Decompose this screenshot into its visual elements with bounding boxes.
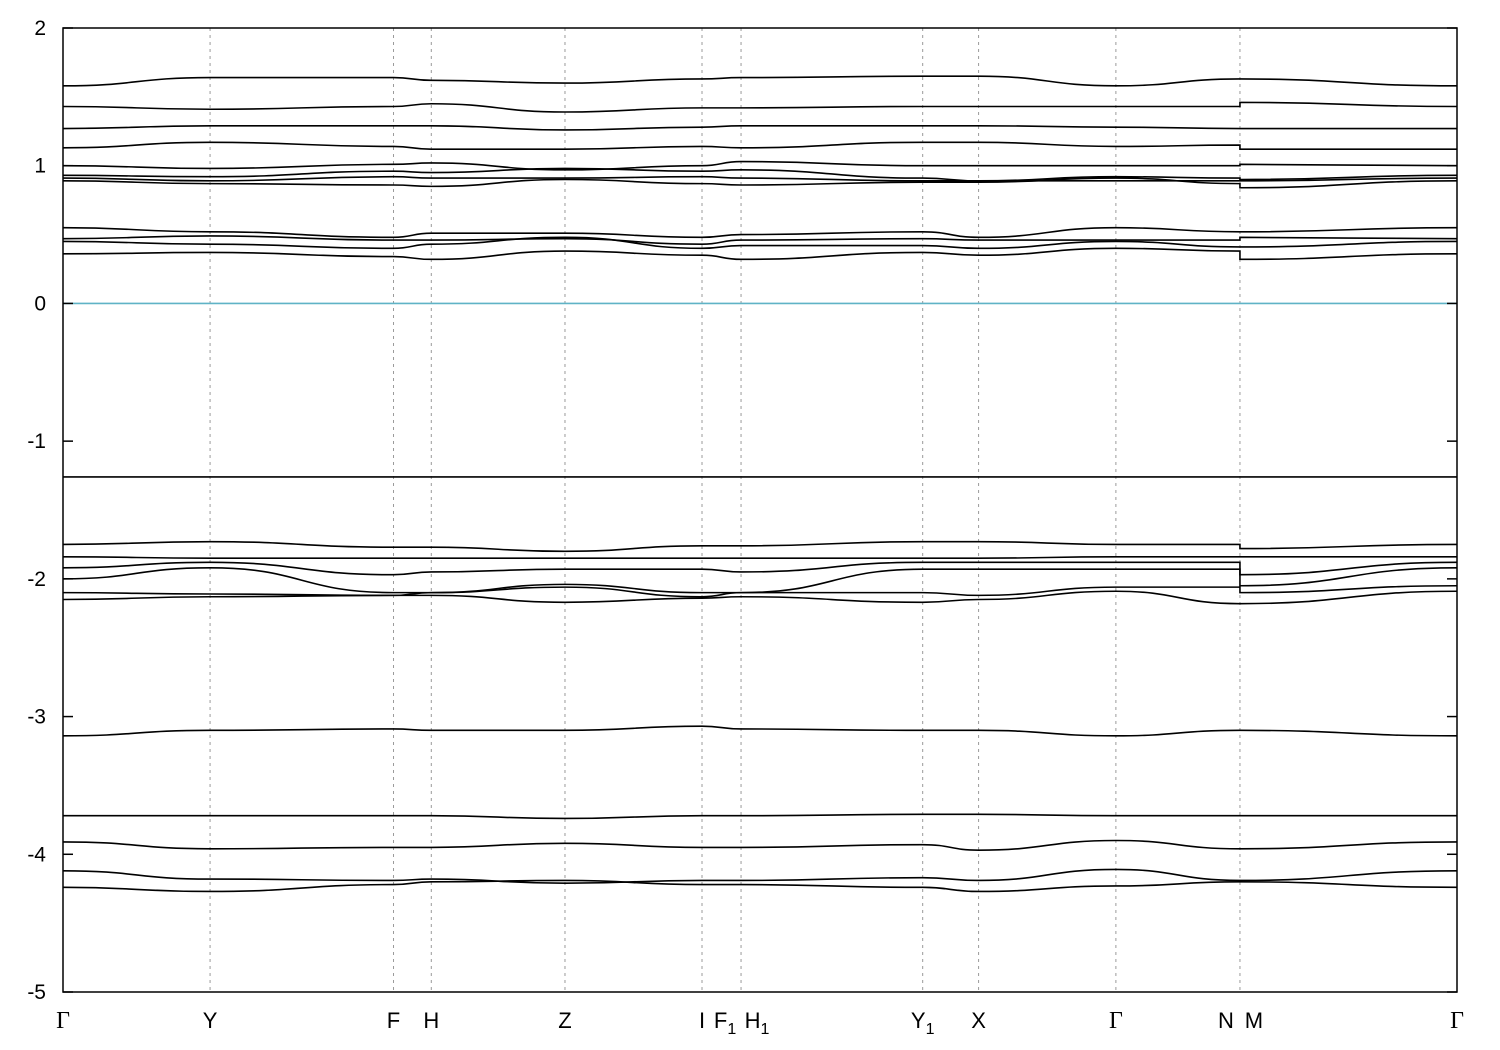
band-line-17 [62, 567, 1458, 594]
y-tick-label: -4 [27, 843, 46, 866]
band-line-24 [62, 879, 1458, 893]
band-line-15 [62, 556, 1457, 560]
kpoint-label: N [1218, 1008, 1234, 1033]
band-line-2 [62, 101, 1458, 113]
band-line-9 [62, 226, 1458, 239]
x-axis-kpoint-labels: Γ Y F H Z I F1 H1 Y1 X Γ N M Γ [56, 1008, 1464, 1038]
band-line-1 [62, 75, 1458, 87]
band-line-14 [62, 540, 1458, 553]
band-line-6 [62, 167, 1458, 182]
band-line-10 [62, 235, 1458, 246]
band-line-19 [62, 590, 1458, 605]
band-line-18 [62, 584, 1458, 598]
kpoint-label: F [387, 1008, 400, 1033]
y-tick-label: -1 [27, 430, 46, 453]
y-tick-label: -3 [27, 706, 46, 729]
y-tick-label: 2 [34, 17, 46, 40]
kpoint-label: Y [203, 1008, 218, 1033]
y-tick-label: -5 [27, 981, 46, 1004]
kpoint-label: Z [558, 1008, 571, 1033]
band-line-11 [62, 236, 1458, 250]
band-lines [62, 75, 1458, 893]
kpoint-label: X [971, 1008, 986, 1033]
band-line-23 [62, 868, 1458, 885]
plot-frame [62, 27, 1458, 993]
band-line-5 [62, 160, 1458, 171]
kpoint-label: F1 [714, 1008, 736, 1038]
kpoint-label: M [1245, 1008, 1263, 1033]
kpoint-label: H1 [745, 1008, 770, 1038]
band-line-22 [62, 839, 1458, 851]
kpoint-label: H [423, 1008, 439, 1033]
band-line-21 [63, 813, 1457, 820]
y-tick-label: 1 [34, 155, 46, 178]
kpoint-label: Γ [1109, 1008, 1123, 1034]
kpoint-label: Γ [56, 1008, 70, 1034]
band-line-3 [62, 124, 1457, 131]
y-axis-ticks: 2 1 0 -1 -2 -3 -4 -5 [27, 17, 1457, 1004]
band-line-8 [62, 177, 1458, 189]
kpoint-label: Y1 [911, 1008, 935, 1038]
band-line-20 [62, 725, 1458, 737]
kpoint-label: Γ [1450, 1008, 1464, 1034]
band-line-16 [62, 561, 1458, 576]
kpoint-label: I [699, 1008, 705, 1033]
band-line-4 [62, 141, 1457, 150]
y-tick-label: -2 [27, 568, 46, 591]
band-line-12 [62, 247, 1458, 261]
y-tick-label: 0 [34, 292, 46, 315]
